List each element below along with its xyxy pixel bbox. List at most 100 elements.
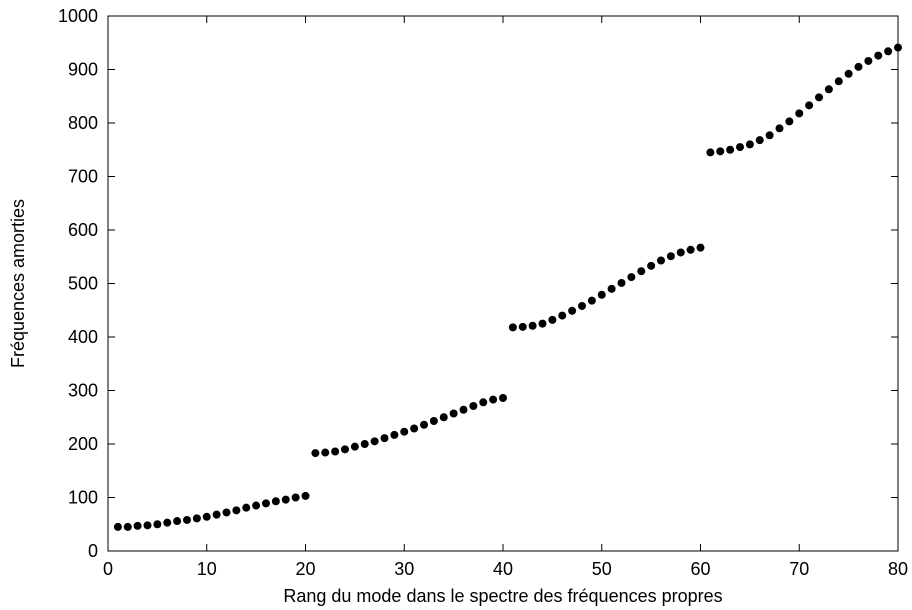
data-point [370,437,379,446]
data-points [113,43,902,531]
data-point [429,416,438,425]
x-tick-label: 30 [394,559,414,579]
data-point [894,43,902,52]
data-point [163,518,172,527]
data-point [815,93,823,102]
data-point [123,522,132,531]
data-point [884,47,893,56]
data-point [410,424,419,433]
data-point [439,413,448,422]
data-point [331,447,340,456]
data-point [321,448,330,457]
x-tick-label: 80 [888,559,908,579]
data-point [755,136,764,145]
x-tick-label: 0 [103,559,113,579]
data-point [133,521,142,530]
data-point [834,77,843,86]
y-tick-label: 900 [68,60,98,80]
x-tick-label: 60 [690,559,710,579]
data-point [558,311,567,320]
x-tick-label: 50 [592,559,612,579]
data-point [242,503,251,512]
y-tick-label: 300 [68,381,98,401]
data-point [459,405,468,414]
data-point [607,284,616,293]
data-point [676,248,685,257]
data-point [311,449,320,458]
x-tick-label: 70 [789,559,809,579]
x-axis-label: Rang du mode dans le spectre des fréquen… [283,586,722,606]
data-point [222,508,231,517]
data-point [380,434,389,443]
data-point [864,56,873,65]
data-point [508,323,517,332]
data-point [874,51,883,60]
data-point [538,319,547,328]
y-tick-label: 1000 [58,6,98,26]
plot-layer [107,15,899,552]
axis-labels: Rang du mode dans le spectre des fréquen… [8,199,723,606]
data-point [647,261,656,270]
data-point [844,69,853,78]
data-point [173,517,182,526]
x-tick-label: 40 [493,559,513,579]
data-point [696,243,705,252]
data-point [192,514,201,523]
data-point [824,85,833,94]
data-point [212,510,221,519]
data-point [183,515,191,524]
data-point [795,109,804,118]
data-point [568,306,577,315]
data-point [449,409,458,418]
data-point [765,131,774,140]
data-point [232,506,241,515]
data-point [153,520,162,529]
data-point [281,495,290,504]
y-axis-label: Fréquences amorties [8,199,28,368]
data-point [617,278,626,287]
data-point [301,491,310,500]
data-point [252,501,261,510]
data-point [489,395,498,404]
data-point [686,245,695,254]
y-tick-label: 0 [88,541,98,561]
data-point [518,322,527,331]
data-point [291,493,300,502]
y-tick-label: 800 [68,113,98,133]
y-tick-label: 400 [68,327,98,347]
data-point [657,256,665,265]
data-point [469,402,478,411]
data-point [745,140,754,149]
data-point [805,101,814,110]
data-point [775,124,784,133]
x-tick-label: 20 [295,559,315,579]
data-point [400,427,409,436]
data-point [528,321,537,330]
data-point [499,393,507,402]
plot-frame [107,15,899,552]
data-point [360,440,369,448]
data-point [785,117,794,126]
data-point [350,442,359,451]
data-point [202,512,211,521]
y-tick-label: 700 [68,167,98,187]
data-point [716,147,725,156]
y-tick-label: 600 [68,220,98,240]
y-tick-label: 200 [68,434,98,454]
data-point [548,315,557,324]
data-point [587,296,596,305]
data-point [271,497,280,506]
data-point [854,62,863,71]
data-point [341,445,349,454]
data-point [627,273,636,282]
x-tick-label: 10 [197,559,217,579]
y-tick-label: 100 [68,488,98,508]
data-point [706,148,715,157]
data-point [479,398,488,407]
data-point [420,420,428,429]
axis-ticks: 0 10 20 30 40 50 60 70 8001002003004005006007008… [58,6,908,579]
data-point [666,252,675,261]
data-point [637,267,646,276]
